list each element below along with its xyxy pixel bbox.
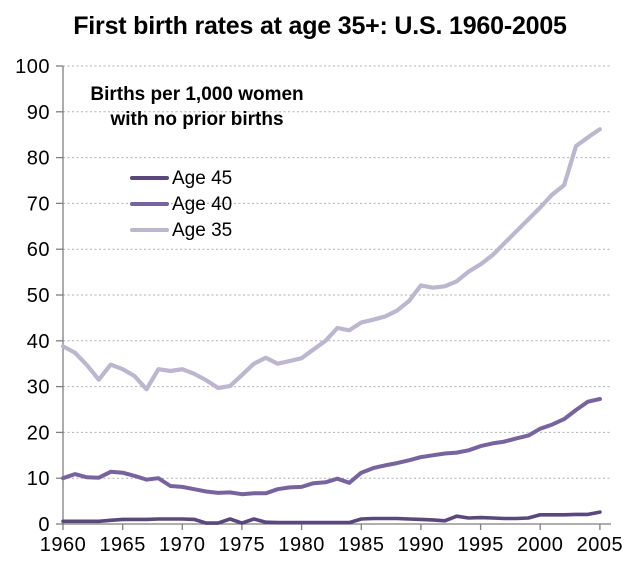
x-tick-label: 1985 xyxy=(338,534,385,556)
legend-item-age-35: Age 35 xyxy=(130,217,232,243)
legend-item-age-45: Age 45 xyxy=(130,165,232,191)
chart-annotation: Births per 1,000 women with no prior bir… xyxy=(66,82,328,132)
x-tick-label: 1970 xyxy=(159,534,206,556)
y-tick-label: 80 xyxy=(27,148,50,170)
legend-label-age-45: Age 45 xyxy=(172,167,233,189)
legend: Age 45 Age 40 Age 35 xyxy=(130,165,232,243)
legend-item-age-40: Age 40 xyxy=(130,191,232,217)
x-tick-label: 1995 xyxy=(457,534,504,556)
y-tick-label: 20 xyxy=(27,422,50,444)
annotation-line-1: Births per 1,000 women xyxy=(90,84,304,105)
y-tick-label: 90 xyxy=(27,102,50,124)
x-tick-label: 2000 xyxy=(517,534,564,556)
series-line-age-45 xyxy=(61,510,602,525)
y-tick-label: 30 xyxy=(27,377,50,399)
legend-swatch-age-45 xyxy=(130,175,169,181)
chart-title: First birth rates at age 35+: U.S. 1960-… xyxy=(73,12,567,40)
series-line-age-35 xyxy=(60,127,603,392)
legend-swatch-age-40 xyxy=(130,201,169,207)
x-tick-label: 1990 xyxy=(398,534,445,556)
x-tick-label: 1965 xyxy=(99,534,146,556)
legend-label-age-35: Age 35 xyxy=(172,219,233,241)
y-tick-label: 40 xyxy=(27,331,50,353)
x-tick-label: 2005 xyxy=(577,534,624,556)
x-tick-label: 1960 xyxy=(40,534,87,556)
series-line-age-40 xyxy=(61,397,602,497)
y-tick-label: 70 xyxy=(27,193,50,215)
y-tick-label: 50 xyxy=(27,285,50,307)
legend-swatch-age-35 xyxy=(130,227,169,233)
annotation-line-2: with no prior births xyxy=(110,109,284,130)
x-tick-label: 1975 xyxy=(219,534,266,556)
y-tick-label: 60 xyxy=(27,239,50,261)
x-tick-label: 1980 xyxy=(278,534,325,556)
y-tick-label: 100 xyxy=(15,56,50,78)
legend-label-age-40: Age 40 xyxy=(172,193,233,215)
y-tick-label: 10 xyxy=(27,468,50,490)
y-tick-label: 0 xyxy=(38,514,50,536)
